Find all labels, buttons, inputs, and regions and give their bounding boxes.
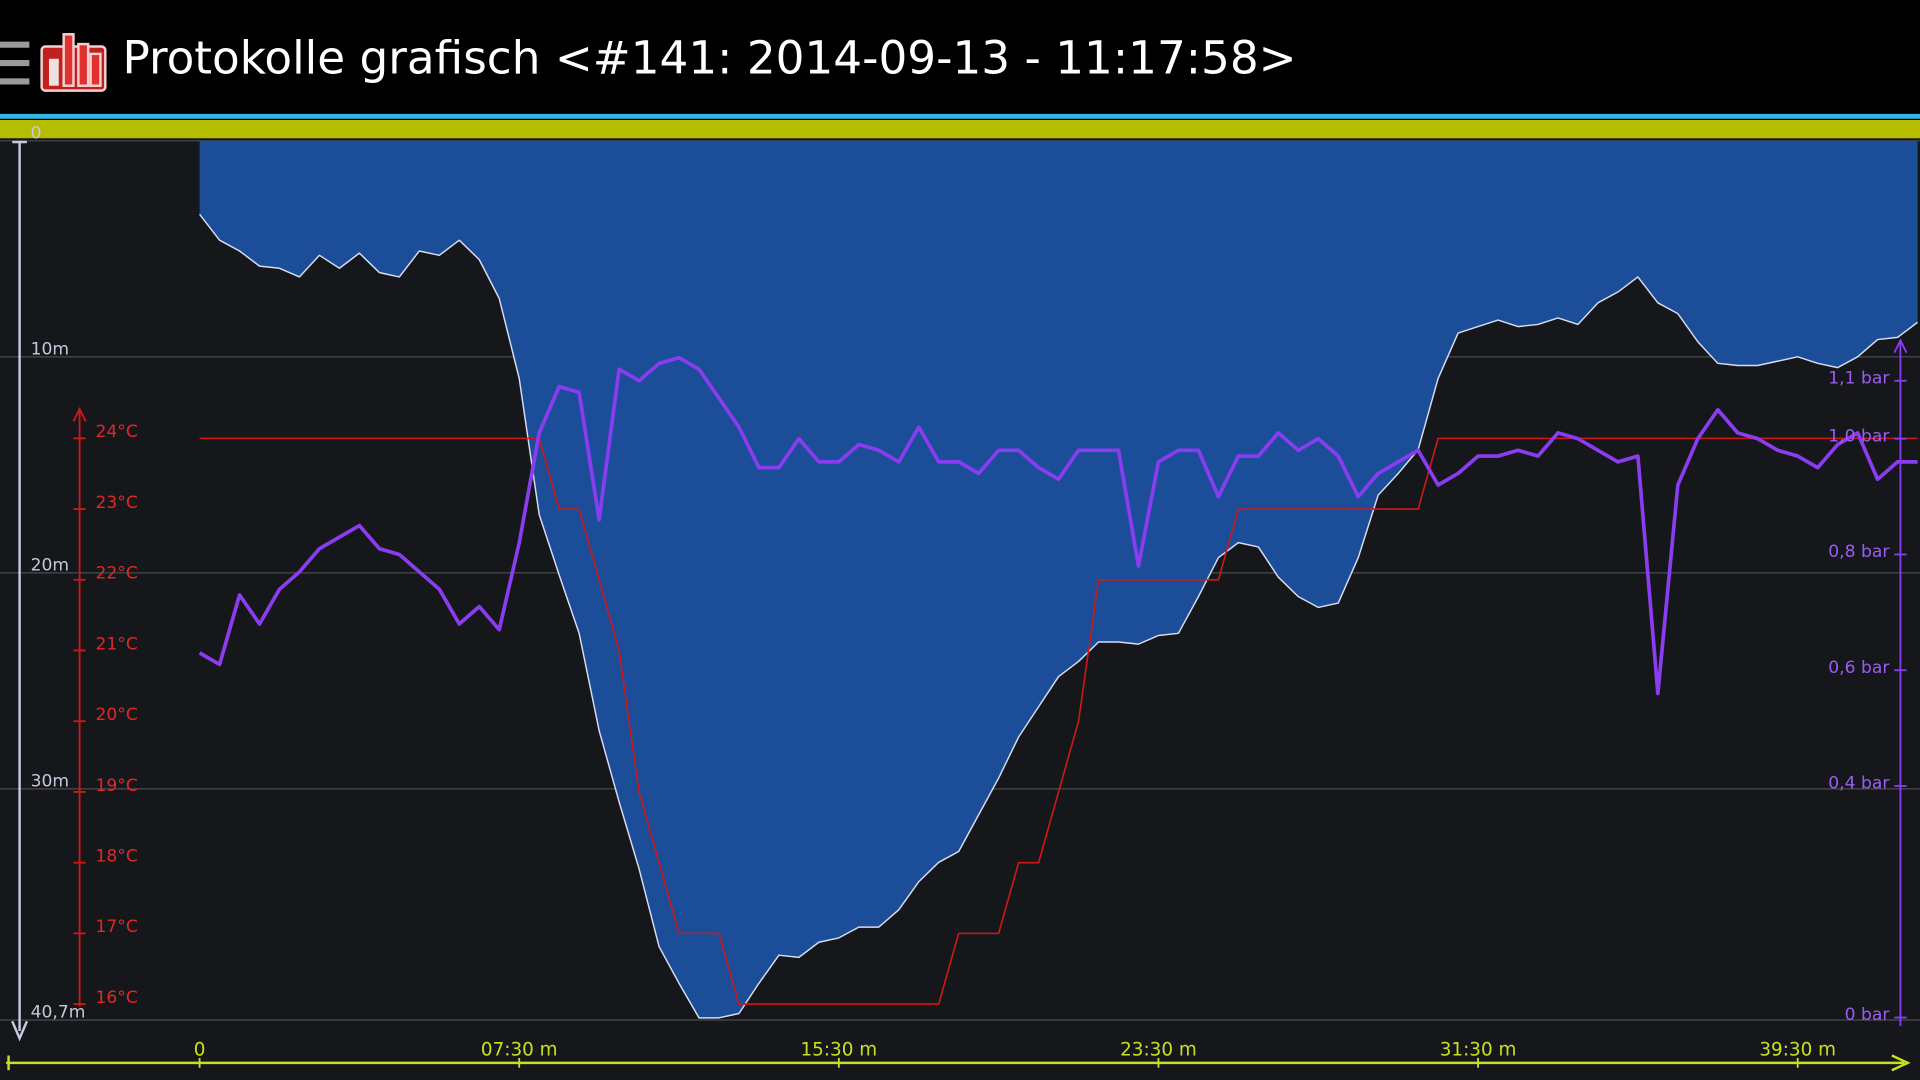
series-line xyxy=(199,437,1918,1005)
y3-tick-label: 0,8 bar xyxy=(1828,542,1890,562)
y2-tick-label: 21°C xyxy=(96,634,138,654)
y2-tick-label: 22°C xyxy=(96,564,138,584)
y-tick-label: 0 xyxy=(31,123,42,143)
x-tick-label: 23:30 m xyxy=(1120,1040,1197,1061)
y2-tick-label: 17°C xyxy=(96,917,138,937)
series-line xyxy=(198,355,1918,696)
x-tick-label: 07:30 m xyxy=(481,1040,558,1061)
x-tick-label: 31:30 m xyxy=(1440,1040,1517,1061)
x-tick-label: 0 xyxy=(194,1040,206,1061)
y-tick-label: 30m xyxy=(31,772,69,792)
y3-tick-label: 1,1 bar xyxy=(1828,368,1890,388)
y3-tick-label: 0 bar xyxy=(1845,1005,1891,1025)
plot: 0 10m 20m 30m 40,7m 16°C 17°C 18°C 19°C 20°C 21°C 2… xyxy=(0,123,1920,1072)
y3-axis-arrow xyxy=(1893,338,1908,354)
y-axis-arrow xyxy=(11,1020,29,1042)
y-tick-label: 10m xyxy=(31,339,69,359)
accent-line xyxy=(0,113,1920,119)
y2-tick-label: 16°C xyxy=(96,988,138,1008)
y3-tick-label: 1,0 bar xyxy=(1828,426,1890,446)
y-tick-label: 20m xyxy=(31,556,69,576)
x-tick-label: 39:30 m xyxy=(1759,1040,1836,1061)
y2-tick-label: 19°C xyxy=(96,776,138,796)
series-line xyxy=(199,213,1918,1019)
y2-tick-label: 23°C xyxy=(96,493,138,513)
y3-tick-label: 0,4 bar xyxy=(1828,774,1890,794)
accent-bar xyxy=(0,120,1920,139)
y-tick-label: 40,7m xyxy=(31,1003,86,1023)
y2-tick-label: 24°C xyxy=(96,422,138,442)
y2-tick-label: 20°C xyxy=(96,705,138,725)
depth-area-fill xyxy=(199,140,1918,1018)
y2-tick-label: 18°C xyxy=(96,847,138,867)
action-bar xyxy=(0,0,1920,114)
app-icon[interactable] xyxy=(40,33,107,92)
y2-axis-arrow xyxy=(72,406,87,422)
menu-icon[interactable] xyxy=(0,41,30,85)
x-tick-label: 15:30 m xyxy=(801,1040,878,1061)
screen-title: Protokolle grafisch <#141: 2014-09-13 - … xyxy=(122,32,1296,85)
x-axis-arrow xyxy=(1891,1054,1911,1072)
y3-tick-label: 0,6 bar xyxy=(1828,658,1890,678)
